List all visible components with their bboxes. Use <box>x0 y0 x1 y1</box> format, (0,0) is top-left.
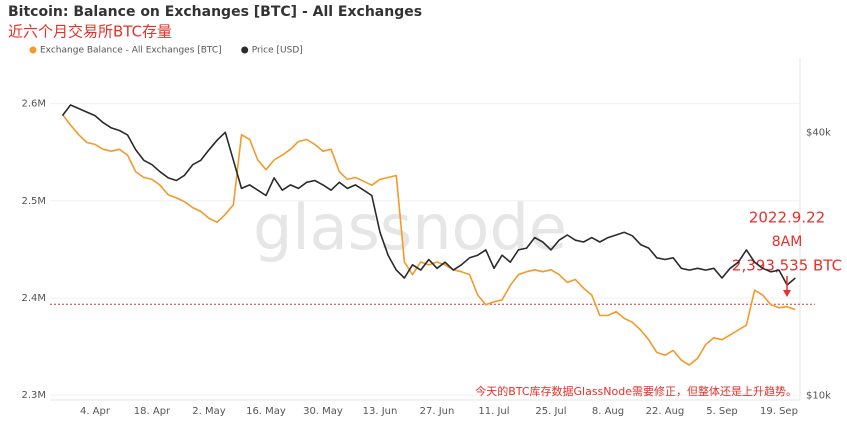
legend-label: Price [USD] <box>252 46 303 56</box>
x-tick-label: 19. Sep <box>760 406 798 417</box>
watermark: glassnode <box>253 191 567 264</box>
x-tick-label: 4. Apr <box>80 406 111 417</box>
x-tick-label: 11. Jul <box>478 406 509 417</box>
x-tick-label: 18. Apr <box>134 406 171 417</box>
y-tick-label: 2.3M <box>21 390 46 401</box>
x-tick-label: 30. May <box>303 406 343 417</box>
x-tick-label: 16. May <box>246 406 286 417</box>
x-tick-label: 13. Jun <box>363 406 398 417</box>
chart-title: Bitcoin: Balance on Exchanges [BTC] - Al… <box>8 4 422 20</box>
x-tick-label: 22. Aug <box>646 406 685 417</box>
y-tick-label: 2.6M <box>21 99 46 110</box>
legend-marker <box>29 46 37 54</box>
y2-tick-label: $10k <box>806 391 831 402</box>
chart-subtitle: 近六个月交易所BTC存量 <box>8 23 172 41</box>
series-line <box>61 104 796 286</box>
x-tick-label: 25. Jul <box>535 406 566 417</box>
x-tick-label: 8. Aug <box>592 406 624 417</box>
annotation: 2022.9.22 <box>749 209 825 227</box>
legend-label: Exchange Balance - All Exchanges [BTC] <box>40 46 222 56</box>
y2-tick-label: $40k <box>806 127 831 138</box>
x-tick-label: 2. May <box>192 406 225 417</box>
annotation: 8AM <box>772 234 803 250</box>
reference-label: 2,393,535 BTC <box>732 257 842 275</box>
x-tick-label: 5. Sep <box>706 406 738 417</box>
y-tick-label: 2.4M <box>21 293 46 304</box>
legend-marker <box>241 46 249 54</box>
series-line <box>61 113 796 366</box>
y-tick-label: 2.5M <box>21 196 46 207</box>
x-tick-label: 27. Jun <box>420 406 455 417</box>
note: 今天的BTC库存数据GlassNode需要修正，但整体还是上升趋势。 <box>475 384 797 398</box>
arrow-head <box>783 290 791 297</box>
